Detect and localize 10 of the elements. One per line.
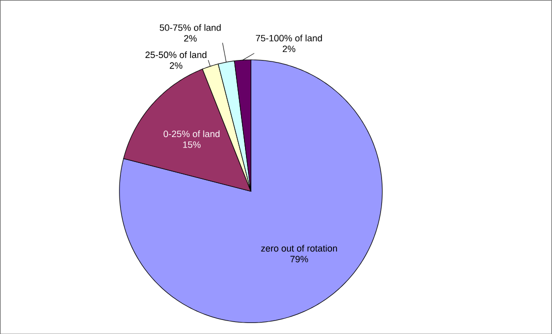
slice-label: 50-75% of land xyxy=(160,24,221,31)
legend-label: 25-50% of land xyxy=(146,51,206,58)
data-label: 15% xyxy=(183,141,201,148)
data-label: 2% xyxy=(282,45,296,52)
data-label: 2% xyxy=(170,62,182,69)
slice-label: zero out of rotation xyxy=(261,244,337,252)
data-label: 79% xyxy=(290,256,308,262)
data-label: 2% xyxy=(184,34,197,42)
slice-label: 75-100% of land xyxy=(256,34,322,42)
slice-label: 0-25% of land xyxy=(164,130,220,137)
